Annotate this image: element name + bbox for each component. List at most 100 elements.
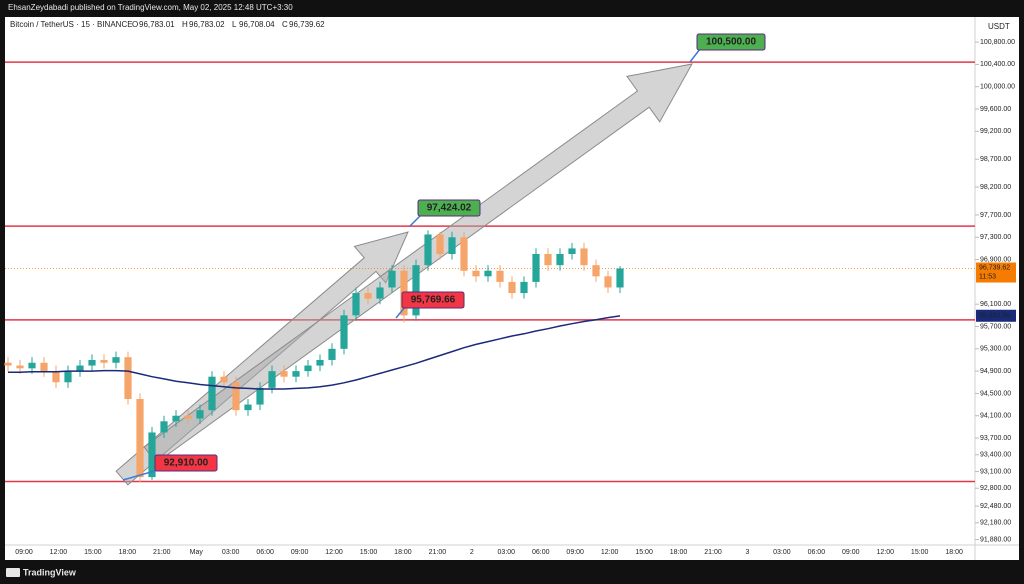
ma-label: 95,892.86 — [979, 313, 1010, 320]
x-tick-label: 3 — [745, 549, 749, 556]
callout-label: 97,424.02 — [427, 203, 472, 214]
candle-body — [208, 376, 216, 411]
x-tick-label: 06:00 — [532, 549, 550, 556]
x-tick-label: 12:00 — [50, 549, 68, 556]
x-tick-label: 09:00 — [566, 549, 584, 556]
x-tick-label: 18:00 — [394, 549, 412, 556]
candle-body — [568, 248, 576, 255]
candle-body — [112, 357, 120, 363]
y-tick-label: 92,180.00 — [980, 520, 1011, 527]
y-tick-label: 93,400.00 — [980, 452, 1011, 459]
candle-body — [604, 276, 612, 288]
callout-box — [154, 454, 218, 472]
callout-pointer — [122, 469, 159, 481]
callout-box — [417, 199, 481, 217]
y-tick-label: 96,900.00 — [980, 256, 1011, 263]
candle-body — [376, 287, 384, 299]
candle-body — [316, 359, 324, 366]
candle-body — [52, 371, 60, 383]
x-tick-label: 03:00 — [498, 549, 516, 556]
candle-body — [556, 254, 564, 266]
candle-body — [28, 362, 36, 369]
candle-body — [484, 270, 492, 277]
candle-body — [256, 387, 264, 405]
ohlc-key: O — [132, 20, 138, 29]
candle-body — [532, 254, 540, 282]
y-tick-label: 92,800.00 — [980, 485, 1011, 492]
symbol: Bitcoin / TetherUS · 15 · BINANCE — [10, 20, 133, 29]
x-tick-label: 21:00 — [429, 549, 447, 556]
y-tick-label: 91,880.00 — [980, 536, 1011, 543]
y-tick-label: 100,800.00 — [980, 39, 1015, 46]
candle-body — [616, 268, 624, 288]
ohlc-value: 96,739.62 — [289, 20, 325, 29]
candle-body — [244, 404, 252, 411]
candle-body — [88, 359, 96, 366]
moving-average — [8, 315, 621, 390]
y-tick-label: 98,700.00 — [980, 156, 1011, 163]
candle-body — [172, 415, 180, 422]
candle-body — [40, 362, 48, 372]
x-tick-label: 12:00 — [601, 549, 619, 556]
candle-body — [304, 365, 312, 372]
x-tick-label: 18:00 — [945, 549, 963, 556]
x-tick-label: 06:00 — [256, 549, 274, 556]
x-tick-label: 21:00 — [704, 549, 722, 556]
y-tick-label: 94,500.00 — [980, 390, 1011, 397]
candle-body — [424, 234, 432, 266]
x-tick-label: 15:00 — [635, 549, 653, 556]
x-tick-label: 18:00 — [119, 549, 137, 556]
x-tick-label: 2 — [470, 549, 474, 556]
currency: USDT — [988, 22, 1010, 31]
candle-body — [16, 365, 24, 369]
candle-body — [364, 293, 372, 299]
x-tick-label: 21:00 — [153, 549, 171, 556]
y-tick-label: 98,200.00 — [980, 184, 1011, 191]
candle-body — [64, 371, 72, 383]
callout-pointer — [409, 214, 422, 227]
candle-body — [4, 362, 12, 366]
y-tick-label: 100,000.00 — [980, 84, 1015, 91]
ohlc-value: 96,708.04 — [239, 20, 275, 29]
ohlc-key: L — [232, 20, 237, 29]
ohlc-value: 96,783.01 — [139, 20, 175, 29]
callout-label: 95,769.66 — [411, 295, 456, 306]
y-tick-label: 96,100.00 — [980, 301, 1011, 308]
y-tick-label: 97,700.00 — [980, 212, 1011, 219]
x-tick-label: 12:00 — [876, 549, 894, 556]
candle-body — [268, 371, 276, 388]
candle-body — [76, 365, 84, 372]
callout-pointer — [689, 48, 701, 63]
publisher-line: EhsanZeydabadi published on TradingView.… — [8, 3, 293, 12]
candle-body — [496, 270, 504, 282]
y-tick-label: 92,480.00 — [980, 503, 1011, 510]
callout-label: 92,910.00 — [164, 458, 209, 469]
y-tick-label: 100,400.00 — [980, 61, 1015, 68]
x-tick-label: 03:00 — [222, 549, 240, 556]
callout-pointer — [395, 306, 406, 319]
x-tick-label: 12:00 — [325, 549, 343, 556]
candle-body — [220, 376, 228, 383]
x-tick-label: 15:00 — [911, 549, 929, 556]
y-tick-label: 94,100.00 — [980, 413, 1011, 420]
x-tick-label: 06:00 — [808, 549, 826, 556]
ma-badge — [976, 309, 1016, 322]
ohlc-value: 96,783.02 — [189, 20, 225, 29]
x-tick-label: 09:00 — [842, 549, 860, 556]
candle-body — [580, 248, 588, 266]
callout-box — [401, 291, 465, 309]
last-price-badge — [976, 262, 1016, 283]
candle-body — [148, 432, 156, 478]
ohlc-key: C — [282, 20, 288, 29]
callout-label: 100,500.00 — [706, 37, 756, 48]
candle-body — [280, 371, 288, 377]
y-tick-label: 93,100.00 — [980, 468, 1011, 475]
countdown: 11:53 — [979, 273, 996, 280]
candle-body — [124, 357, 132, 400]
candle-body — [388, 270, 396, 288]
candle-body — [508, 281, 516, 294]
y-tick-label: 99,600.00 — [980, 106, 1011, 113]
x-tick-label: 09:00 — [291, 549, 309, 556]
candle-body — [448, 237, 456, 255]
